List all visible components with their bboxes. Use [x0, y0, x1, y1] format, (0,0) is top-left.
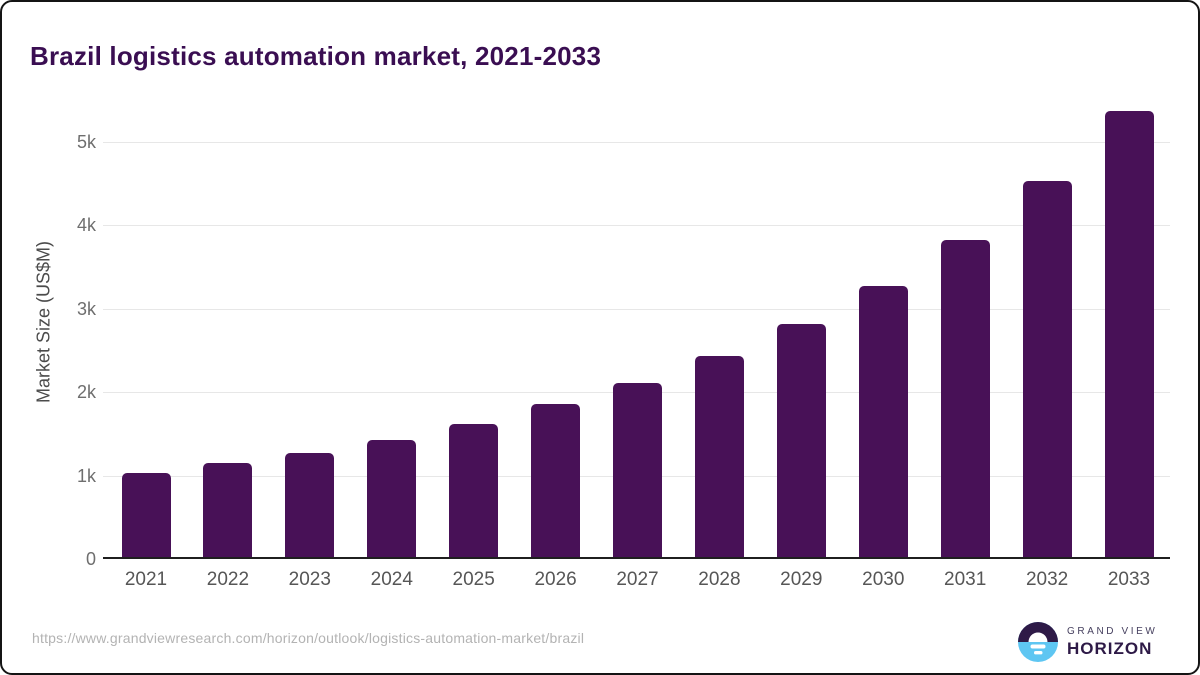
bar-2029[interactable]: [776, 324, 826, 559]
x-axis-label-2024: 2024: [370, 569, 413, 590]
x-axis-label-2033: 2033: [1107, 569, 1151, 590]
chart-title: Brazil logistics automation market, 2021…: [30, 41, 602, 72]
gridline-4k: [103, 225, 1170, 227]
logo-text: GRAND VIEW HORIZON: [1067, 626, 1158, 658]
bar-2026[interactable]: [531, 404, 581, 559]
bar-2030[interactable]: [858, 286, 908, 559]
x-axis-label-2031: 2031: [944, 569, 987, 590]
x-axis-label-2026: 2026: [534, 569, 577, 590]
x-axis-label-2030: 2030: [862, 569, 905, 590]
y-axis-tick-label: 4k: [76, 215, 96, 236]
logo-brand-bottom: HORIZON: [1067, 639, 1153, 658]
x-axis-label-2021: 2021: [124, 569, 168, 590]
source-url: https://www.grandviewresearch.com/horizo…: [32, 630, 585, 646]
x-axis-label-2022: 2022: [206, 569, 250, 590]
bar-2031[interactable]: [940, 239, 990, 559]
bar-2032[interactable]: [1022, 181, 1072, 559]
horizon-sunrise-icon: [1018, 622, 1058, 662]
bar-2022[interactable]: [203, 463, 253, 559]
bar-2027[interactable]: [613, 382, 662, 559]
y-axis-tick-label: 3k: [76, 298, 96, 319]
x-axis-label-2029: 2029: [780, 569, 823, 590]
x-axis-label-2025: 2025: [452, 569, 495, 590]
grand-view-horizon-logo[interactable]: GRAND VIEW HORIZON: [1018, 622, 1157, 662]
x-axis-line: [103, 557, 1170, 559]
gridline-3k: [103, 308, 1170, 310]
gridline-5k: [103, 141, 1170, 143]
y-axis-title: Market Size (US$M): [33, 240, 54, 404]
bar-2028[interactable]: [694, 355, 744, 559]
bar-2024[interactable]: [367, 440, 417, 559]
y-axis-tick-label: 0: [85, 549, 96, 569]
bar-2025[interactable]: [449, 423, 499, 559]
x-axis-label-2028: 2028: [698, 569, 741, 590]
y-axis-tick-label: 2k: [76, 382, 96, 403]
logo-brand-top: GRAND VIEW: [1067, 626, 1158, 637]
x-axis-label-2023: 2023: [288, 569, 331, 590]
x-axis-label-2032: 2032: [1025, 569, 1069, 590]
x-axis-label-2027: 2027: [616, 569, 659, 590]
bar-2033[interactable]: [1104, 111, 1154, 559]
y-axis-tick-label: 1k: [76, 465, 96, 486]
bar-2021[interactable]: [121, 473, 171, 559]
bar-2023[interactable]: [285, 453, 335, 559]
y-axis-tick-label: 5k: [76, 131, 96, 152]
